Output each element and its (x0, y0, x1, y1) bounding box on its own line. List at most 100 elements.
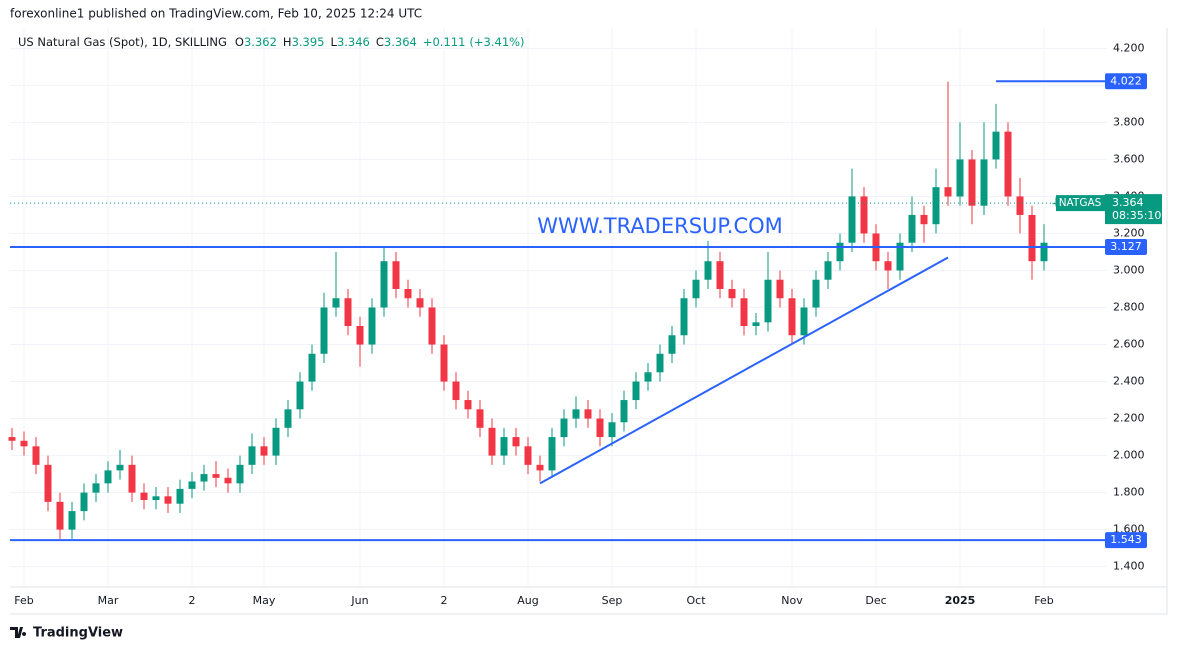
x-tick-label: Mar (98, 594, 119, 607)
ohlc-label: H (283, 35, 292, 49)
candle-body (56, 501, 64, 530)
x-tick-label: May (253, 594, 276, 607)
candle-body (668, 335, 676, 354)
candle-body (380, 261, 388, 308)
x-tick-label: Aug (517, 594, 538, 607)
candle-body (1040, 242, 1048, 262)
candle-body (980, 159, 988, 206)
y-tick-label: 3.000 (1113, 263, 1145, 276)
candle-body (452, 381, 460, 401)
last-price-box (1105, 194, 1162, 225)
candle-body (368, 307, 376, 345)
y-tick-label: 3.800 (1113, 115, 1145, 128)
candle-body (848, 196, 856, 243)
candle-body (68, 511, 76, 530)
x-tick-label: Dec (865, 594, 886, 607)
candle-body (896, 242, 904, 271)
candle-body (656, 353, 664, 373)
candle-body (248, 446, 256, 465)
y-tick-label: 1.400 (1113, 560, 1145, 573)
candle-body (152, 496, 160, 501)
y-tick-label: 2.200 (1113, 412, 1145, 425)
candle-body (116, 464, 124, 471)
candle-body (740, 298, 748, 327)
symbol-tag-box (1056, 195, 1105, 212)
candle-body (344, 298, 352, 327)
candle-body (188, 481, 196, 489)
watermark: WWW.TRADERSUP.COM (537, 214, 783, 238)
ohlc-label: L (331, 35, 338, 49)
candle-body (164, 496, 172, 504)
candle-body (812, 279, 820, 308)
candle-body (356, 326, 364, 345)
candle-body (752, 322, 760, 327)
candle-body (920, 214, 928, 225)
x-tick-label: Oct (686, 594, 706, 607)
footer-logo: TradingView (10, 626, 123, 641)
candle-body (692, 279, 700, 299)
candle-body (476, 409, 484, 428)
candle-body (992, 131, 1000, 160)
candle-body (8, 437, 16, 441)
candle-body (224, 477, 232, 484)
price-label-box (1105, 238, 1147, 255)
candle-body (716, 261, 724, 289)
ohlc-value: 3.364 (384, 35, 417, 49)
candle-body (836, 242, 844, 262)
candle-body (956, 159, 964, 197)
candle-body (776, 279, 784, 299)
x-tick-label: Feb (1034, 594, 1053, 607)
candle-body (572, 409, 580, 419)
x-tick-label: 2 (441, 594, 448, 607)
candle-body (728, 288, 736, 299)
price-label-box (1105, 73, 1147, 90)
y-tick-label: 1.800 (1113, 486, 1145, 499)
symbol-name: US Natural Gas (Spot), 1D, SKILLING (18, 35, 227, 49)
candle-body (620, 400, 628, 423)
candle-body (308, 353, 316, 382)
plot-area (8, 80, 1105, 542)
x-tick-label: Feb (14, 594, 33, 607)
candle-body (968, 159, 976, 206)
candle-body (860, 196, 868, 234)
candle-body (464, 400, 472, 410)
candle-body (884, 261, 892, 271)
candle-body (524, 446, 532, 465)
candle-body (128, 464, 136, 493)
trendline (539, 256, 949, 485)
candle-body (512, 437, 520, 447)
publish-info: forexonline1 published on TradingView.co… (10, 7, 422, 21)
candle-body (764, 279, 772, 323)
ohlc-label: O (235, 35, 244, 49)
x-tick-label: Nov (781, 594, 803, 607)
price-label: 1.543 (1110, 533, 1142, 546)
candle-body (908, 214, 916, 243)
ohlc-value: 3.395 (292, 35, 325, 49)
candle-body (932, 187, 940, 225)
candle-body (428, 307, 436, 345)
candle-body (44, 464, 52, 502)
candle-body (20, 440, 28, 447)
candle-body (284, 409, 292, 428)
candle-body (272, 427, 280, 456)
candle-body (536, 464, 544, 471)
candle-body (236, 464, 244, 484)
y-tick-label: 2.400 (1113, 375, 1145, 388)
price-label: 4.022 (1110, 74, 1142, 87)
candle-body (500, 437, 508, 456)
ohlc-value: 3.346 (337, 35, 370, 49)
last-price: 3.364 (1112, 196, 1144, 209)
y-tick-label: 3.200 (1113, 226, 1145, 239)
y-tick-label: 3.600 (1113, 152, 1145, 165)
change: +0.111 (423, 35, 466, 49)
ohlc-label: C (376, 35, 384, 49)
y-tick-label: 2.600 (1113, 338, 1145, 351)
candle-body (596, 418, 604, 438)
candle-body (584, 409, 592, 419)
candle-body (800, 307, 808, 336)
candle-body (104, 470, 112, 484)
candle-body (32, 446, 40, 465)
y-tick-label: 2.000 (1113, 449, 1145, 462)
candle-body (1028, 214, 1036, 262)
